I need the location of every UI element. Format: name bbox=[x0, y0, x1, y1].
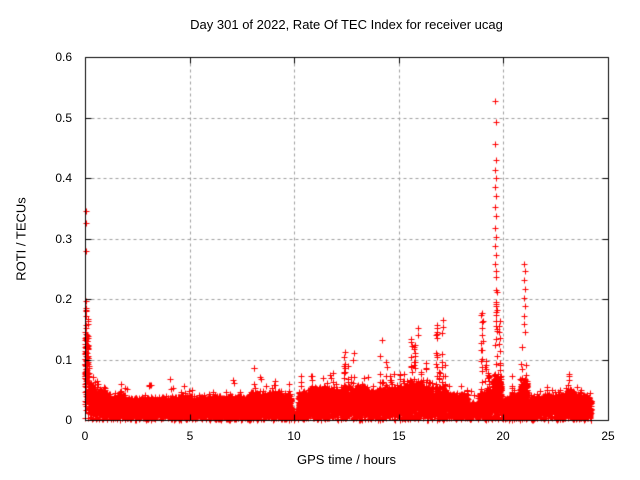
x-tick-label: 10 bbox=[287, 429, 301, 443]
x-tick-label: 5 bbox=[186, 429, 194, 443]
x-tick-label: 25 bbox=[601, 429, 615, 443]
chart-title: Day 301 of 2022, Rate Of TEC Index for r… bbox=[190, 17, 503, 32]
x-tick-label: 15 bbox=[392, 429, 406, 443]
y-tick-label: 0.3 bbox=[55, 232, 72, 246]
y-tick-label: 0.6 bbox=[55, 50, 72, 64]
x-axis-label: GPS time / hours bbox=[297, 452, 396, 467]
x-tick-label: 20 bbox=[496, 429, 510, 443]
y-tick-label: 0.2 bbox=[55, 292, 72, 306]
y-tick-label: 0.4 bbox=[55, 171, 72, 185]
y-tick-label: 0.1 bbox=[55, 353, 72, 367]
y-tick-label: 0 bbox=[65, 413, 72, 427]
y-tick-label: 0.5 bbox=[55, 111, 72, 125]
x-tick-label: 0 bbox=[81, 429, 89, 443]
